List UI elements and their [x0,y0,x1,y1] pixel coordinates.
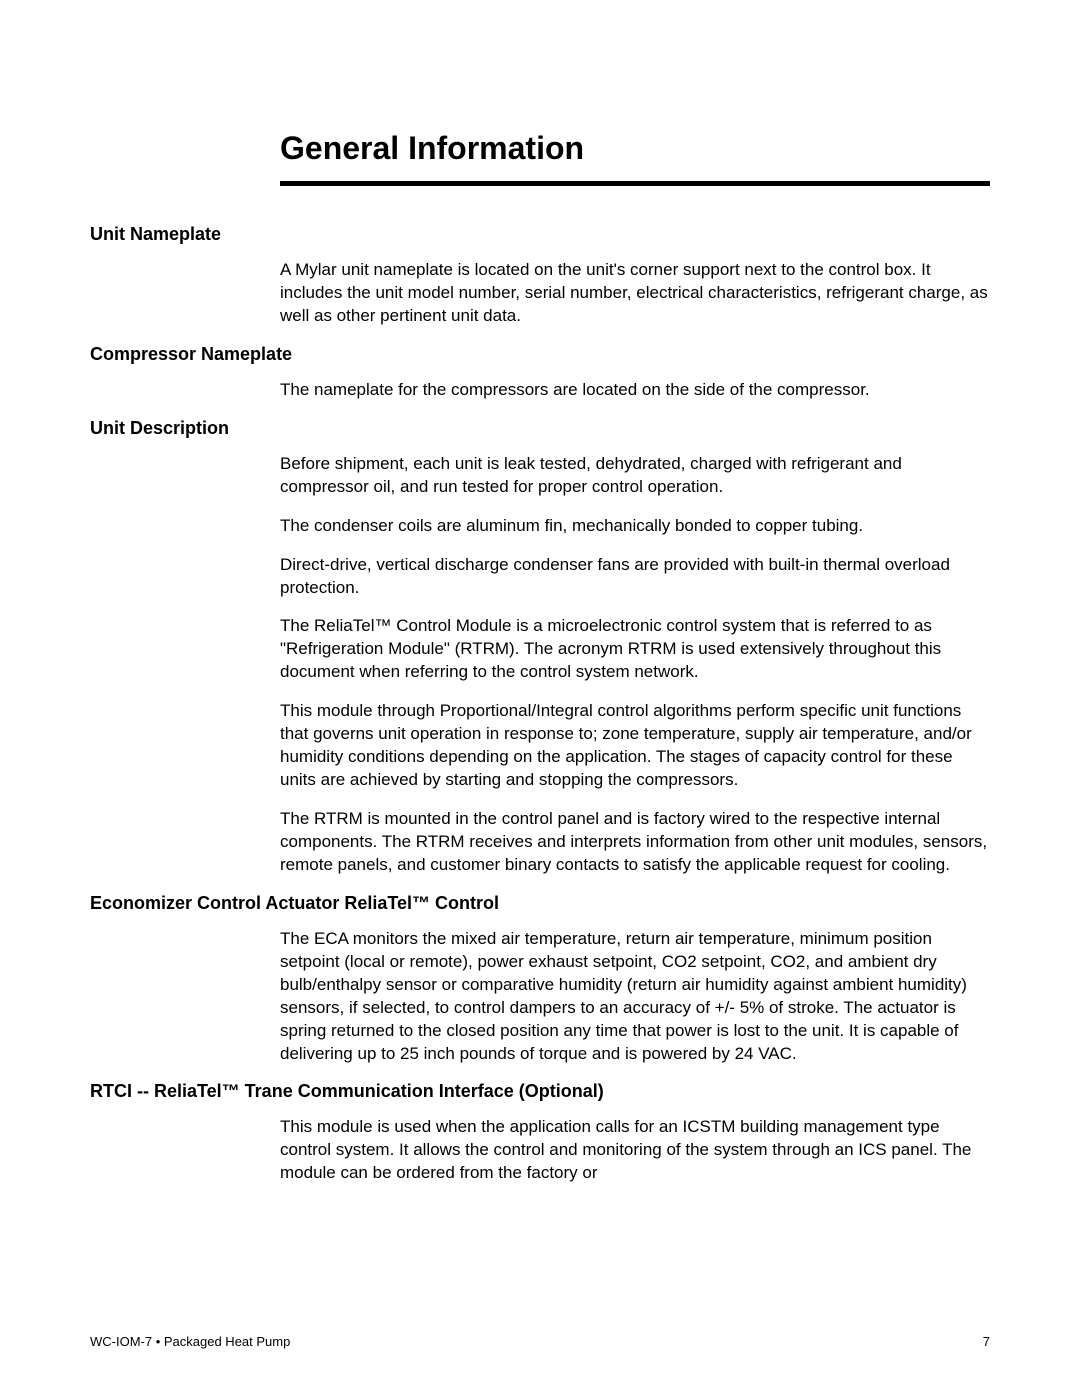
section-heading: Unit Nameplate [90,224,990,245]
body-paragraph: Direct-drive, vertical discharge condens… [280,554,990,600]
page-footer: WC-IOM-7 • Packaged Heat Pump 7 [90,1334,990,1349]
body-paragraph: The ReliaTel™ Control Module is a microe… [280,615,990,684]
footer-page-number: 7 [983,1334,990,1349]
footer-left: WC-IOM-7 • Packaged Heat Pump [90,1334,290,1349]
body-paragraph: This module is used when the application… [280,1116,990,1185]
section-unit-description: Unit Description Before shipment, each u… [90,418,990,877]
title-block: General Information [280,130,990,186]
section-unit-nameplate: Unit Nameplate A Mylar unit nameplate is… [90,224,990,328]
body-paragraph: The RTRM is mounted in the control panel… [280,808,990,877]
body-paragraph: The nameplate for the compressors are lo… [280,379,990,402]
section-economizer-control: Economizer Control Actuator ReliaTel™ Co… [90,893,990,1066]
body-paragraph: The ECA monitors the mixed air temperatu… [280,928,990,1066]
section-heading: Compressor Nameplate [90,344,990,365]
section-heading: RTCI -- ReliaTel™ Trane Communication In… [90,1081,990,1102]
page-title: General Information [280,130,990,167]
document-page: General Information Unit Nameplate A Myl… [0,0,1080,1397]
title-rule [280,181,990,186]
section-compressor-nameplate: Compressor Nameplate The nameplate for t… [90,344,990,402]
body-paragraph: The condenser coils are aluminum fin, me… [280,515,990,538]
body-paragraph: Before shipment, each unit is leak teste… [280,453,990,499]
section-heading: Unit Description [90,418,990,439]
body-paragraph: A Mylar unit nameplate is located on the… [280,259,990,328]
section-heading: Economizer Control Actuator ReliaTel™ Co… [90,893,990,914]
body-paragraph: This module through Proportional/Integra… [280,700,990,792]
section-rtci: RTCI -- ReliaTel™ Trane Communication In… [90,1081,990,1185]
